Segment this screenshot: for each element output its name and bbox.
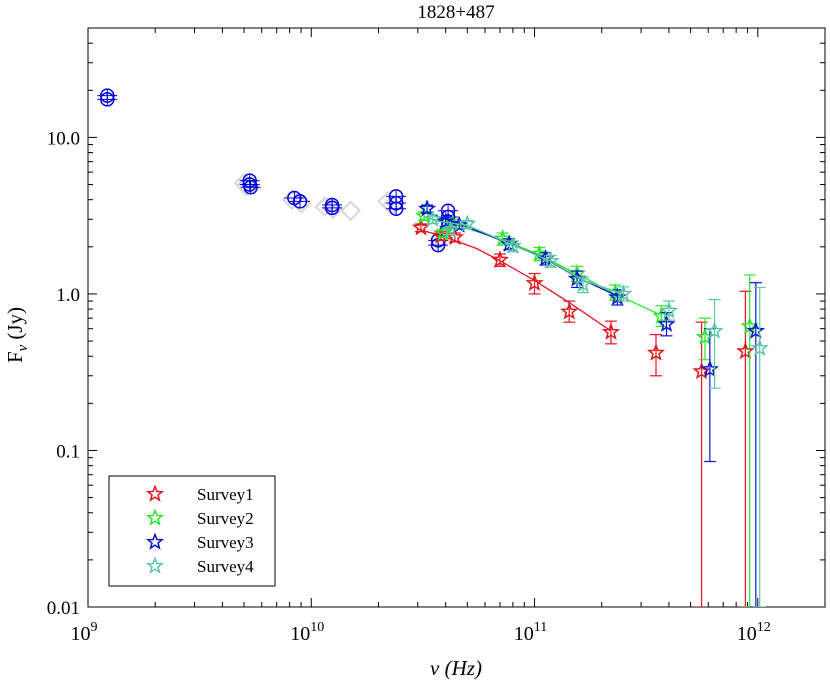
survey3-point	[700, 359, 720, 378]
survey4-point	[659, 301, 679, 319]
survey1-point	[736, 341, 755, 360]
x-tick-exponent: 12	[757, 620, 771, 635]
survey1-point	[560, 302, 579, 320]
survey4-point	[705, 321, 724, 339]
x-tick-label: 1011	[514, 620, 547, 645]
survey4-point	[573, 274, 593, 293]
y-tick-label: 1.0	[56, 285, 80, 306]
x-tick-exponent: 9	[91, 620, 98, 635]
survey4-point	[458, 214, 477, 232]
y-tick-label: 10.0	[47, 128, 80, 149]
survey1-point	[411, 218, 431, 236]
survey3-point	[417, 199, 437, 217]
x-tick-base: 10	[737, 623, 757, 645]
survey4-point	[750, 338, 769, 357]
survey3-point	[657, 314, 676, 333]
legend-survey1-label: Survey1	[197, 485, 254, 504]
legend-box	[108, 475, 276, 587]
legend-survey4-label: Survey4	[197, 557, 254, 576]
y-axis-label-sub: ν	[15, 344, 31, 351]
y-tick-label: 0.01	[47, 598, 80, 619]
x-axis-label: ν (Hz)	[430, 656, 482, 680]
x-tick-exponent: 11	[534, 620, 547, 635]
archival-diamond-point	[235, 175, 257, 197]
x-tick-base: 10	[290, 623, 310, 645]
data-layer	[97, 88, 769, 607]
legend-survey3-marker	[145, 532, 165, 550]
plot-frame	[87, 27, 826, 608]
survey4-point	[541, 251, 560, 269]
chart-title: 1828+487	[417, 2, 494, 23]
survey4-point	[441, 220, 460, 239]
y-axis-label: Fν (Jy)	[3, 307, 31, 363]
legend-survey4-marker	[145, 556, 165, 574]
x-tick-label: 1010	[290, 620, 324, 645]
survey1-point	[692, 361, 711, 380]
survey3-point	[746, 321, 766, 339]
survey1-point	[525, 273, 544, 292]
survey4-point	[503, 236, 523, 254]
y-tick-label: 0.1	[56, 441, 80, 462]
survey1-point	[646, 343, 666, 361]
survey1-point	[601, 322, 621, 340]
archival-diamond-point	[340, 200, 361, 222]
x-tick-base: 10	[71, 623, 91, 645]
survey1-point	[490, 250, 510, 268]
legend-survey2-label: Survey2	[197, 509, 254, 528]
legend-survey1-marker	[145, 484, 165, 502]
y-axis-label-main: F	[3, 351, 27, 363]
y-axis-label-unit: (Jy)	[3, 307, 27, 340]
legend: Survey1 Survey2 Survey3 Survey4	[108, 475, 276, 587]
legend-survey3-label: Survey3	[197, 533, 254, 552]
survey4-point	[614, 284, 633, 302]
x-tick-label: 1012	[737, 620, 771, 645]
survey3-point	[436, 211, 455, 230]
x-tick-label: 109	[71, 620, 98, 645]
survey4-point	[423, 209, 442, 228]
x-tick-exponent: 10	[310, 620, 324, 635]
x-tick-base: 10	[514, 623, 534, 645]
x-axis-label-text: ν (Hz)	[430, 656, 482, 680]
legend-survey2-marker	[145, 508, 165, 526]
archival-diamond-point	[314, 196, 336, 218]
